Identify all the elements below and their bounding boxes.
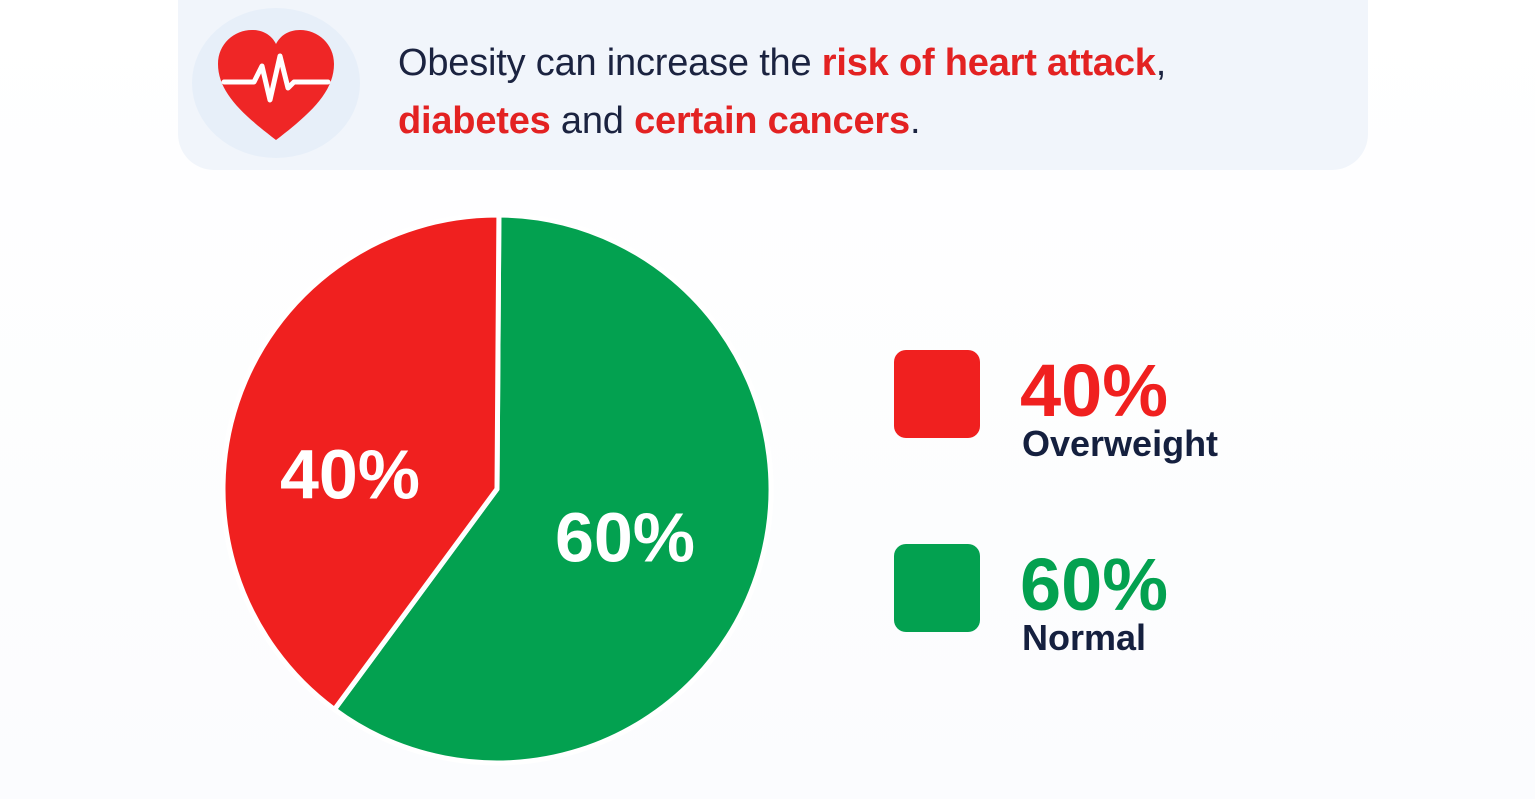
headline-highlight-diabetes: diabetes [398, 100, 551, 142]
headline-punct: , [1155, 42, 1167, 84]
pie-label-normal: 60% [555, 498, 695, 576]
pie-label-overweight: 40% [280, 435, 420, 513]
heart-pulse-icon [218, 30, 334, 140]
legend-label-overweight: Overweight [1022, 423, 1219, 464]
legend-swatch-overweight [894, 350, 980, 438]
headline-highlight-heart-attack: risk of heart attack [821, 42, 1156, 84]
headline: Obesity can increase the risk of heart a… [398, 34, 1318, 150]
legend-label-normal: Normal [1022, 617, 1147, 658]
headline-punct: . [909, 100, 921, 142]
legend-value-normal: 60% [1020, 543, 1169, 626]
heart-badge [192, 8, 360, 158]
legend-value-overweight: 40% [1020, 349, 1169, 432]
header-banner [178, 0, 1368, 170]
pie-chart: 40% 60% [220, 212, 774, 766]
legend-swatch-normal [894, 544, 980, 632]
pie-slice-overweight [220, 212, 502, 713]
pie-slice-normal [331, 212, 774, 766]
headline-text: Obesity can increase the [398, 42, 822, 84]
headline-highlight-cancers: certain cancers [634, 100, 910, 142]
headline-text: and [550, 100, 635, 142]
